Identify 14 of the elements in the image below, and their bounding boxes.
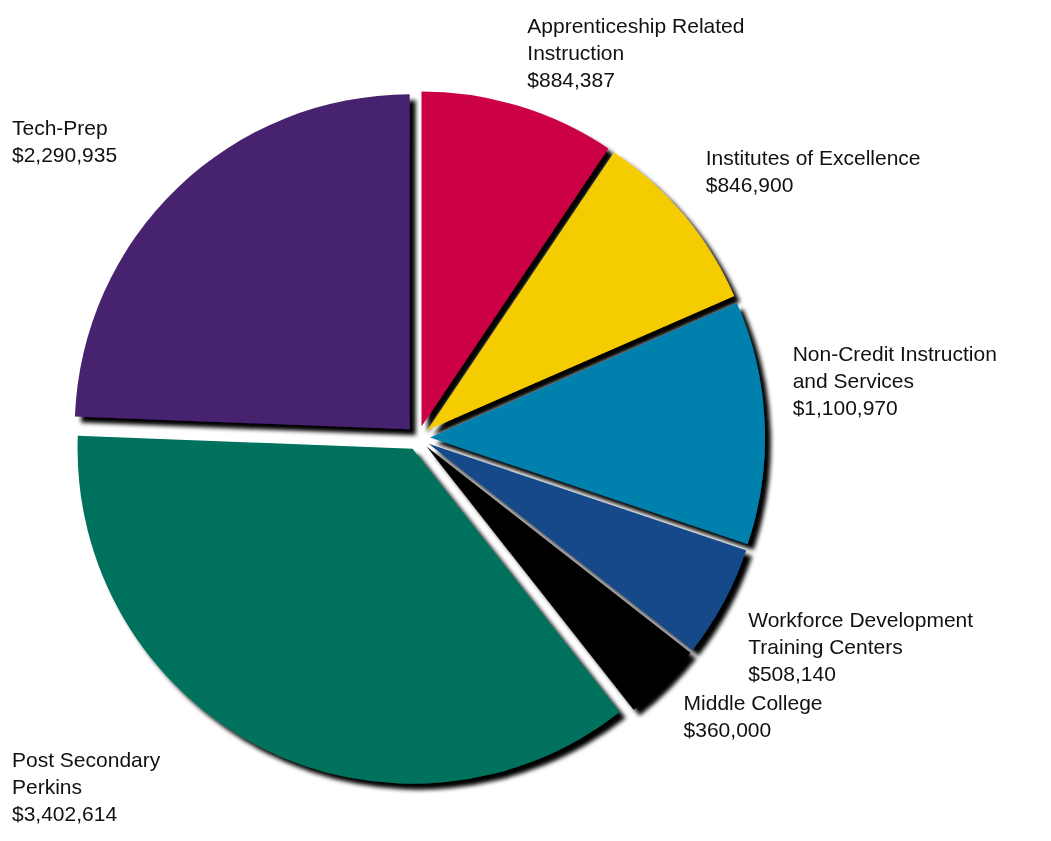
data-label: $846,900 bbox=[705, 172, 794, 196]
slice-label: Tech-Prep bbox=[12, 115, 108, 139]
data-label: $360,000 bbox=[683, 717, 772, 741]
data-label: $508,140 bbox=[748, 662, 836, 686]
slice-label: Apprenticeship Related Instruction bbox=[527, 14, 745, 64]
slice-label: Middle College bbox=[683, 690, 823, 714]
slice-label: Post Secondary Perkins bbox=[12, 748, 161, 798]
data-label: $884,387 bbox=[527, 68, 615, 91]
data-label: $1,100,970 bbox=[792, 396, 898, 420]
data-label: $2,290,935 bbox=[12, 142, 118, 166]
data-label: $3,402,614 bbox=[12, 802, 118, 825]
slice-label: Non-Credit Instruction and Services bbox=[792, 342, 997, 393]
slice-label: Institutes of Excellence bbox=[705, 145, 921, 169]
slice-label: Workforce Development Training Centers bbox=[748, 608, 974, 659]
